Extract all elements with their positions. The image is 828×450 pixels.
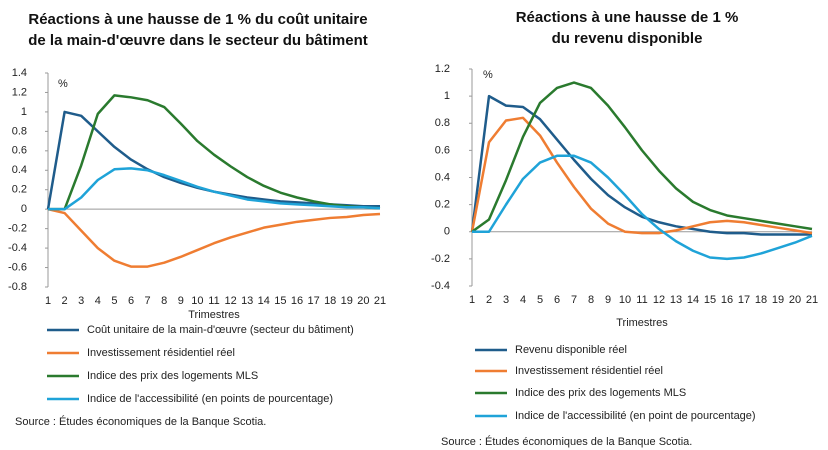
y-tick-label: -0.2: [8, 223, 27, 235]
x-tick-label: 7: [145, 295, 151, 307]
y-tick-label: 0.6: [12, 145, 27, 157]
series-line: [47, 207, 381, 268]
x-tick-label: 15: [274, 295, 286, 307]
x-tick-label: 7: [571, 294, 577, 306]
series-line: [48, 167, 381, 211]
y-tick-label: 0.4: [435, 171, 450, 183]
x-tick-label: 17: [738, 294, 750, 306]
series-line: [470, 94, 812, 236]
y-tick-label: 0.4: [12, 164, 27, 176]
chart-title: Réactions à une hausse de 1 %: [516, 9, 739, 26]
x-tick-label: 14: [258, 295, 270, 307]
legend-label: Indice des prix des logements MLS: [515, 387, 686, 399]
x-tick-label: 16: [291, 295, 303, 307]
y-tick-label: -0.6: [8, 261, 27, 273]
x-tick-label: 2: [62, 295, 68, 307]
y-tick-label: -0.4: [8, 242, 27, 254]
x-axis-title: Trimestres: [616, 317, 668, 329]
x-tick-label: 11: [208, 295, 219, 307]
legend-label: Indice de l'accessibilité (en points de …: [87, 393, 333, 405]
x-tick-label: 4: [95, 295, 101, 307]
chart-title: du revenu disponible: [552, 30, 703, 47]
x-tick-label: 19: [341, 295, 353, 307]
x-tick-label: 10: [619, 294, 631, 306]
x-tick-label: 13: [241, 295, 253, 307]
x-tick-label: 18: [324, 295, 336, 307]
legend-label: Investissement résidentiel réel: [515, 365, 663, 377]
x-tick-label: 19: [772, 294, 784, 306]
chart-title: de la main-d'œuvre dans le secteur du bâ…: [28, 32, 367, 49]
legend-label: Coût unitaire de la main-d'œuvre (secteu…: [87, 324, 354, 336]
y-tick-label: 1: [21, 106, 27, 118]
y-tick-label: 0.2: [12, 184, 27, 196]
x-tick-label: 6: [554, 294, 560, 306]
x-tick-label: 20: [357, 295, 369, 307]
legend-label: Revenu disponible réel: [515, 344, 627, 356]
x-tick-label: 4: [520, 294, 526, 306]
x-tick-label: 11: [636, 294, 647, 306]
y-tick-label: 0.2: [435, 199, 450, 211]
y-tick-label: -0.8: [8, 281, 27, 293]
x-tick-label: 1: [45, 295, 51, 307]
y-tick-label: 1: [444, 90, 450, 102]
x-tick-label: 1: [469, 294, 475, 306]
x-tick-label: 9: [605, 294, 611, 306]
x-axis-title: Trimestres: [188, 309, 240, 321]
y-tick-label: 1.2: [12, 86, 27, 98]
series-line: [472, 154, 813, 261]
series-line: [46, 110, 380, 210]
x-tick-label: 3: [78, 295, 84, 307]
legend-label: Investissement résidentiel réel: [87, 347, 235, 359]
x-tick-label: 20: [789, 294, 801, 306]
x-tick-label: 8: [588, 294, 594, 306]
y-tick-label: -0.4: [431, 280, 450, 292]
x-tick-label: 12: [224, 295, 236, 307]
x-tick-label: 10: [191, 295, 203, 307]
x-tick-label: 12: [653, 294, 665, 306]
x-tick-label: 9: [178, 295, 184, 307]
x-tick-label: 13: [670, 294, 682, 306]
x-tick-label: 5: [111, 295, 117, 307]
x-tick-label: 3: [503, 294, 509, 306]
x-tick-label: 8: [161, 295, 167, 307]
series-line: [471, 81, 813, 233]
legend-label: Indice de l'accessibilité (en point de p…: [515, 410, 756, 422]
x-tick-label: 21: [806, 294, 818, 306]
x-tick-label: 14: [687, 294, 699, 306]
x-tick-label: 15: [704, 294, 716, 306]
y-tick-label: 0.6: [435, 144, 450, 156]
y-tick-label: 1.2: [435, 63, 450, 75]
y-tick-label: 0.8: [435, 117, 450, 129]
unit-label: %: [483, 69, 493, 81]
x-tick-label: 16: [721, 294, 733, 306]
x-tick-label: 6: [128, 295, 134, 307]
x-tick-label: 5: [537, 294, 543, 306]
y-tick-label: 0: [21, 203, 27, 215]
source-note: Source : Études économiques de la Banque…: [15, 415, 266, 428]
y-tick-label: 0.8: [12, 125, 27, 137]
source-note: Source : Études économiques de la Banque…: [441, 435, 692, 448]
x-tick-label: 17: [307, 295, 319, 307]
x-tick-label: 18: [755, 294, 767, 306]
y-tick-label: 1.4: [12, 67, 27, 79]
x-tick-label: 2: [486, 294, 492, 306]
legend-label: Indice des prix des logements MLS: [87, 370, 258, 382]
y-tick-label: -0.2: [431, 253, 450, 265]
series-line: [48, 94, 381, 211]
chart-title: Réactions à une hausse de 1 % du coût un…: [28, 11, 367, 28]
x-tick-label: 21: [374, 295, 386, 307]
y-tick-label: 0: [444, 226, 450, 238]
unit-label: %: [58, 78, 68, 90]
